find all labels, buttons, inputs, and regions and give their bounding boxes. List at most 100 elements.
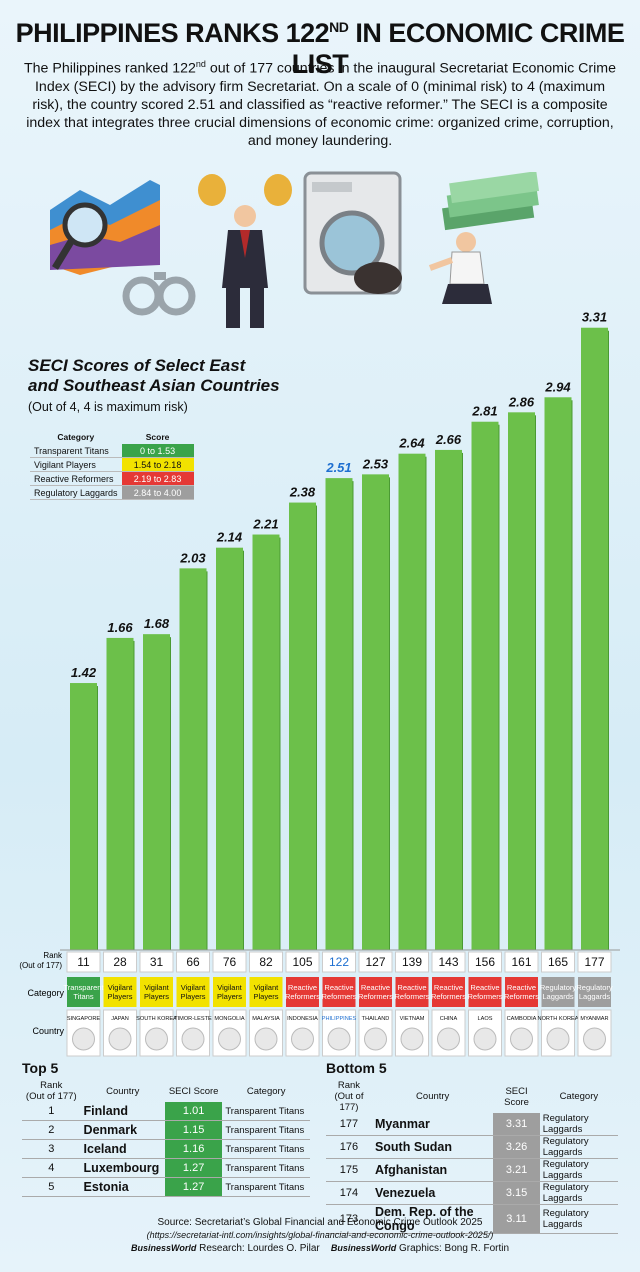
- category-cell: [505, 977, 538, 1007]
- rank-cell: [358, 951, 393, 973]
- table-row: 5 Estonia 1.27 Transparent Titans: [22, 1177, 310, 1197]
- table-row: 1 Finland 1.01 Transparent Titans: [22, 1102, 310, 1121]
- bar: [325, 478, 353, 950]
- chart-subtitle: (Out of 4, 4 is maximum risk): [28, 400, 188, 414]
- rank-cell: [139, 951, 174, 973]
- bar-value-label: 2.66: [435, 432, 462, 447]
- country-label: NORTH KOREA: [538, 1016, 579, 1022]
- bar: [252, 534, 280, 950]
- rank-label: 165: [548, 955, 568, 969]
- rank-label: 28: [113, 955, 127, 969]
- bar-value-label: 2.64: [398, 436, 425, 451]
- source-note: Source: Secretariat’s Global Financial a…: [130, 1217, 510, 1254]
- category-label: Players: [107, 992, 132, 1001]
- category-label: Reformers: [358, 992, 393, 1001]
- rank-cell: [577, 951, 612, 973]
- bar-value-label: 2.21: [252, 517, 278, 532]
- bar-value-label: 2.14: [216, 530, 243, 545]
- top5-title: Top 5: [22, 1060, 59, 1076]
- rank-label: 105: [292, 955, 312, 969]
- category-label: Laggards: [542, 992, 574, 1001]
- category-label: Laggards: [579, 992, 611, 1001]
- bar: [398, 453, 426, 950]
- bar: [508, 412, 535, 950]
- top5-table: Rank (Out of 177) Country SECI Score Cate…: [22, 1080, 310, 1197]
- washing-machine-illustration: [303, 171, 402, 295]
- category-label: Reactive: [507, 983, 536, 992]
- rank-row-label: Rank: [43, 951, 63, 960]
- flag-icon: [72, 1027, 95, 1051]
- legend-swatch: 0 to 1.53: [121, 444, 194, 458]
- flag-icon: [254, 1027, 278, 1051]
- category-label: Reformers: [321, 992, 356, 1001]
- rank-row-sublabel: (Out of 177): [19, 961, 62, 970]
- rank-label: 66: [186, 955, 200, 969]
- crouching-man-illustration: [428, 232, 492, 304]
- country-label: CAMBODIA: [507, 1016, 537, 1022]
- category-cell: [322, 977, 356, 1007]
- category-label: Players: [253, 992, 278, 1001]
- category-label: Players: [217, 992, 242, 1001]
- flag-icon: [473, 1027, 497, 1051]
- country-label: PHILIPPINES: [322, 1016, 357, 1022]
- bar: [143, 634, 170, 950]
- category-cell: [249, 977, 283, 1007]
- category-cell: [578, 977, 611, 1007]
- category-label: Reformers: [431, 992, 466, 1001]
- table-row: 173 Dem. Rep. of the Congo 3.11 Regulatory …: [326, 1204, 618, 1234]
- flag-icon: [400, 1027, 424, 1051]
- rank-cell: [395, 951, 429, 973]
- flag-icon: [181, 1027, 205, 1051]
- category-label: Regulatory: [540, 983, 577, 992]
- rank-label: 122: [329, 955, 349, 969]
- legend-swatch: 1.54 to 2.18: [121, 457, 194, 472]
- table-row: 2 Denmark 1.15 Transparent Titans: [22, 1120, 310, 1140]
- intro-paragraph: The Philippines ranked 122nd out of 177 …: [23, 59, 617, 149]
- legend-header-score: Score: [145, 432, 170, 442]
- category-label: Players: [180, 992, 205, 1001]
- legend-row: Vigilant Players 1.54 to 2.18: [30, 457, 194, 472]
- rank-label: 11: [77, 955, 90, 969]
- category-label: Reformers: [467, 992, 502, 1001]
- bar: [289, 502, 316, 950]
- category-legend: Category Score Transparent Titans 0 to 1.5…: [30, 432, 194, 500]
- legend-swatch: 2.19 to 2.83: [121, 471, 194, 486]
- flag-icon: [145, 1027, 168, 1051]
- rank-cell: [212, 951, 247, 973]
- category-label: Reformers: [504, 992, 539, 1001]
- category-label: Regulatory: [576, 983, 613, 992]
- rank-cell: [322, 951, 356, 973]
- category-cell: [67, 977, 100, 1007]
- rank-label: 76: [223, 955, 237, 969]
- flag-icon: [364, 1027, 387, 1051]
- table-row: 176 South Sudan 3.26 Regulatory Laggards: [326, 1135, 618, 1159]
- bar-value-label: 2.81: [471, 404, 497, 419]
- category-cell: [140, 977, 173, 1007]
- category-label: Vigilant: [217, 983, 242, 992]
- bar-value-label: 1.68: [144, 616, 170, 631]
- category-cell: [103, 977, 137, 1007]
- rank-label: 177: [584, 955, 604, 969]
- category-label: Reformers: [285, 992, 320, 1001]
- flag-icon: [437, 1027, 460, 1051]
- table-row: 177 Myanmar 3.31 Regulatory Laggards: [326, 1113, 618, 1136]
- country-label: SOUTH KOREA: [136, 1016, 177, 1022]
- category-label: Reactive: [324, 983, 353, 992]
- legend-swatch: 2.84 to 4.00: [121, 485, 194, 500]
- bar-value-label: 2.86: [508, 394, 535, 409]
- category-label: Reactive: [470, 983, 499, 992]
- flag-icon: [327, 1027, 351, 1051]
- chart-magnifier-illustration: [50, 180, 160, 275]
- rank-cell: [541, 951, 575, 973]
- country-label: THAILAND: [362, 1016, 390, 1022]
- category-label: Titans: [73, 992, 93, 1001]
- category-label: Players: [144, 992, 169, 1001]
- country-label: INDONESIA: [287, 1016, 318, 1022]
- category-row-label: Category: [27, 988, 64, 998]
- rank-cell: [176, 951, 210, 973]
- legend-row: Transparent Titans 0 to 1.53: [30, 444, 194, 458]
- bar-value-label: 1.66: [107, 620, 133, 635]
- bar-value-label: 2.03: [179, 550, 206, 565]
- category-cell: [432, 977, 465, 1007]
